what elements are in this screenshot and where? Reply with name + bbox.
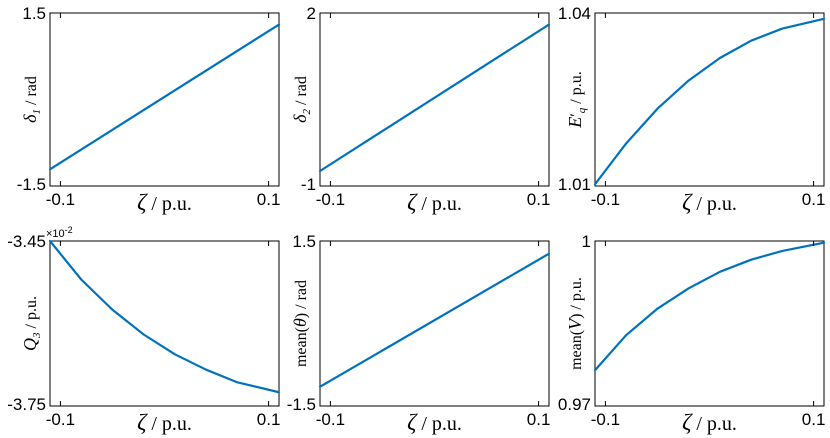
- x-axis-label: ζ / p.u.: [407, 410, 462, 435]
- series-line: [48, 239, 281, 394]
- x-tick-label: 0.1: [802, 190, 826, 209]
- x-axis-label: ζ / p.u.: [137, 190, 192, 215]
- y-axis-label: mean(θ) / rad: [290, 280, 310, 367]
- y-axis-label: δ2 / rad: [290, 76, 313, 123]
- y-tick-label: -3.75: [7, 395, 46, 414]
- subplot-1: -0.1 0.1 -1.5 1.5 ζ / p.u. δ1 / rad: [17, 4, 281, 215]
- x-tick-label: -0.1: [46, 410, 75, 429]
- plot-frame: [49, 240, 280, 407]
- plot-frame: [319, 240, 550, 407]
- x-axis-label: ζ / p.u.: [137, 410, 192, 435]
- series-line: [48, 23, 281, 171]
- x-tick-label: -0.1: [316, 410, 345, 429]
- y-tick-label: 1: [582, 232, 591, 251]
- x-axis-label: ζ / p.u.: [682, 190, 737, 215]
- x-tick-label: 0.1: [802, 410, 826, 429]
- series-line: [318, 23, 551, 173]
- y-tick-label: 1.5: [292, 232, 316, 251]
- y-tick-label: -1.5: [17, 175, 46, 194]
- x-tick-label: -0.1: [591, 410, 620, 429]
- y-tick-label: -1: [301, 175, 316, 194]
- axis-multiplier: ×10-2: [46, 225, 73, 240]
- subplot-2: -0.1 0.1 -1 2 ζ / p.u. δ2 / rad: [290, 4, 550, 215]
- series-line: [593, 241, 826, 372]
- plot-frame: [49, 12, 280, 187]
- y-tick-label: 0.97: [558, 395, 591, 414]
- x-axis-label: ζ / p.u.: [407, 190, 462, 215]
- y-tick-label: 1.5: [22, 4, 46, 23]
- x-axis-label: ζ / p.u.: [682, 410, 737, 435]
- series-line: [593, 17, 826, 186]
- subplot-4: -0.1 0.1 -3.45 -3.75 ζ / p.u. Q3 / p.u. ×10-2: [7, 225, 280, 435]
- x-tick-label: -0.1: [316, 190, 345, 209]
- subplot-5: -0.1 0.1 -1.5 1.5 ζ / p.u. mean(θ) / rad: [287, 232, 551, 435]
- x-tick-label: 0.1: [527, 410, 551, 429]
- x-tick-label: -0.1: [46, 190, 75, 209]
- x-tick-label: 0.1: [527, 190, 551, 209]
- x-tick-label: 0.1: [257, 410, 281, 429]
- y-tick-label: 2: [307, 4, 316, 23]
- y-tick-label: -1.5: [287, 395, 316, 414]
- x-tick-label: 0.1: [257, 190, 281, 209]
- plot-frame: [319, 12, 550, 187]
- y-axis-label: δ1 / rad: [20, 76, 43, 123]
- y-tick-label: 1.04: [558, 4, 591, 23]
- y-axis-label: E′q / p.u.: [565, 71, 588, 128]
- subplot-6: -0.1 0.1 0.97 1 ζ / p.u. mean(V) / p.u.: [558, 232, 826, 435]
- x-tick-label: -0.1: [591, 190, 620, 209]
- y-axis-label: mean(V) / p.u.: [565, 277, 585, 370]
- series-line: [318, 252, 551, 388]
- plot-frame: [594, 12, 825, 187]
- plot-frame: [594, 240, 825, 407]
- y-axis-label: Q3 / p.u.: [20, 296, 43, 351]
- y-tick-label: -3.45: [7, 232, 46, 251]
- subplot-3: -0.1 0.1 1.01 1.04 ζ / p.u. E′q / p.u.: [558, 4, 826, 215]
- y-tick-label: 1.01: [558, 175, 591, 194]
